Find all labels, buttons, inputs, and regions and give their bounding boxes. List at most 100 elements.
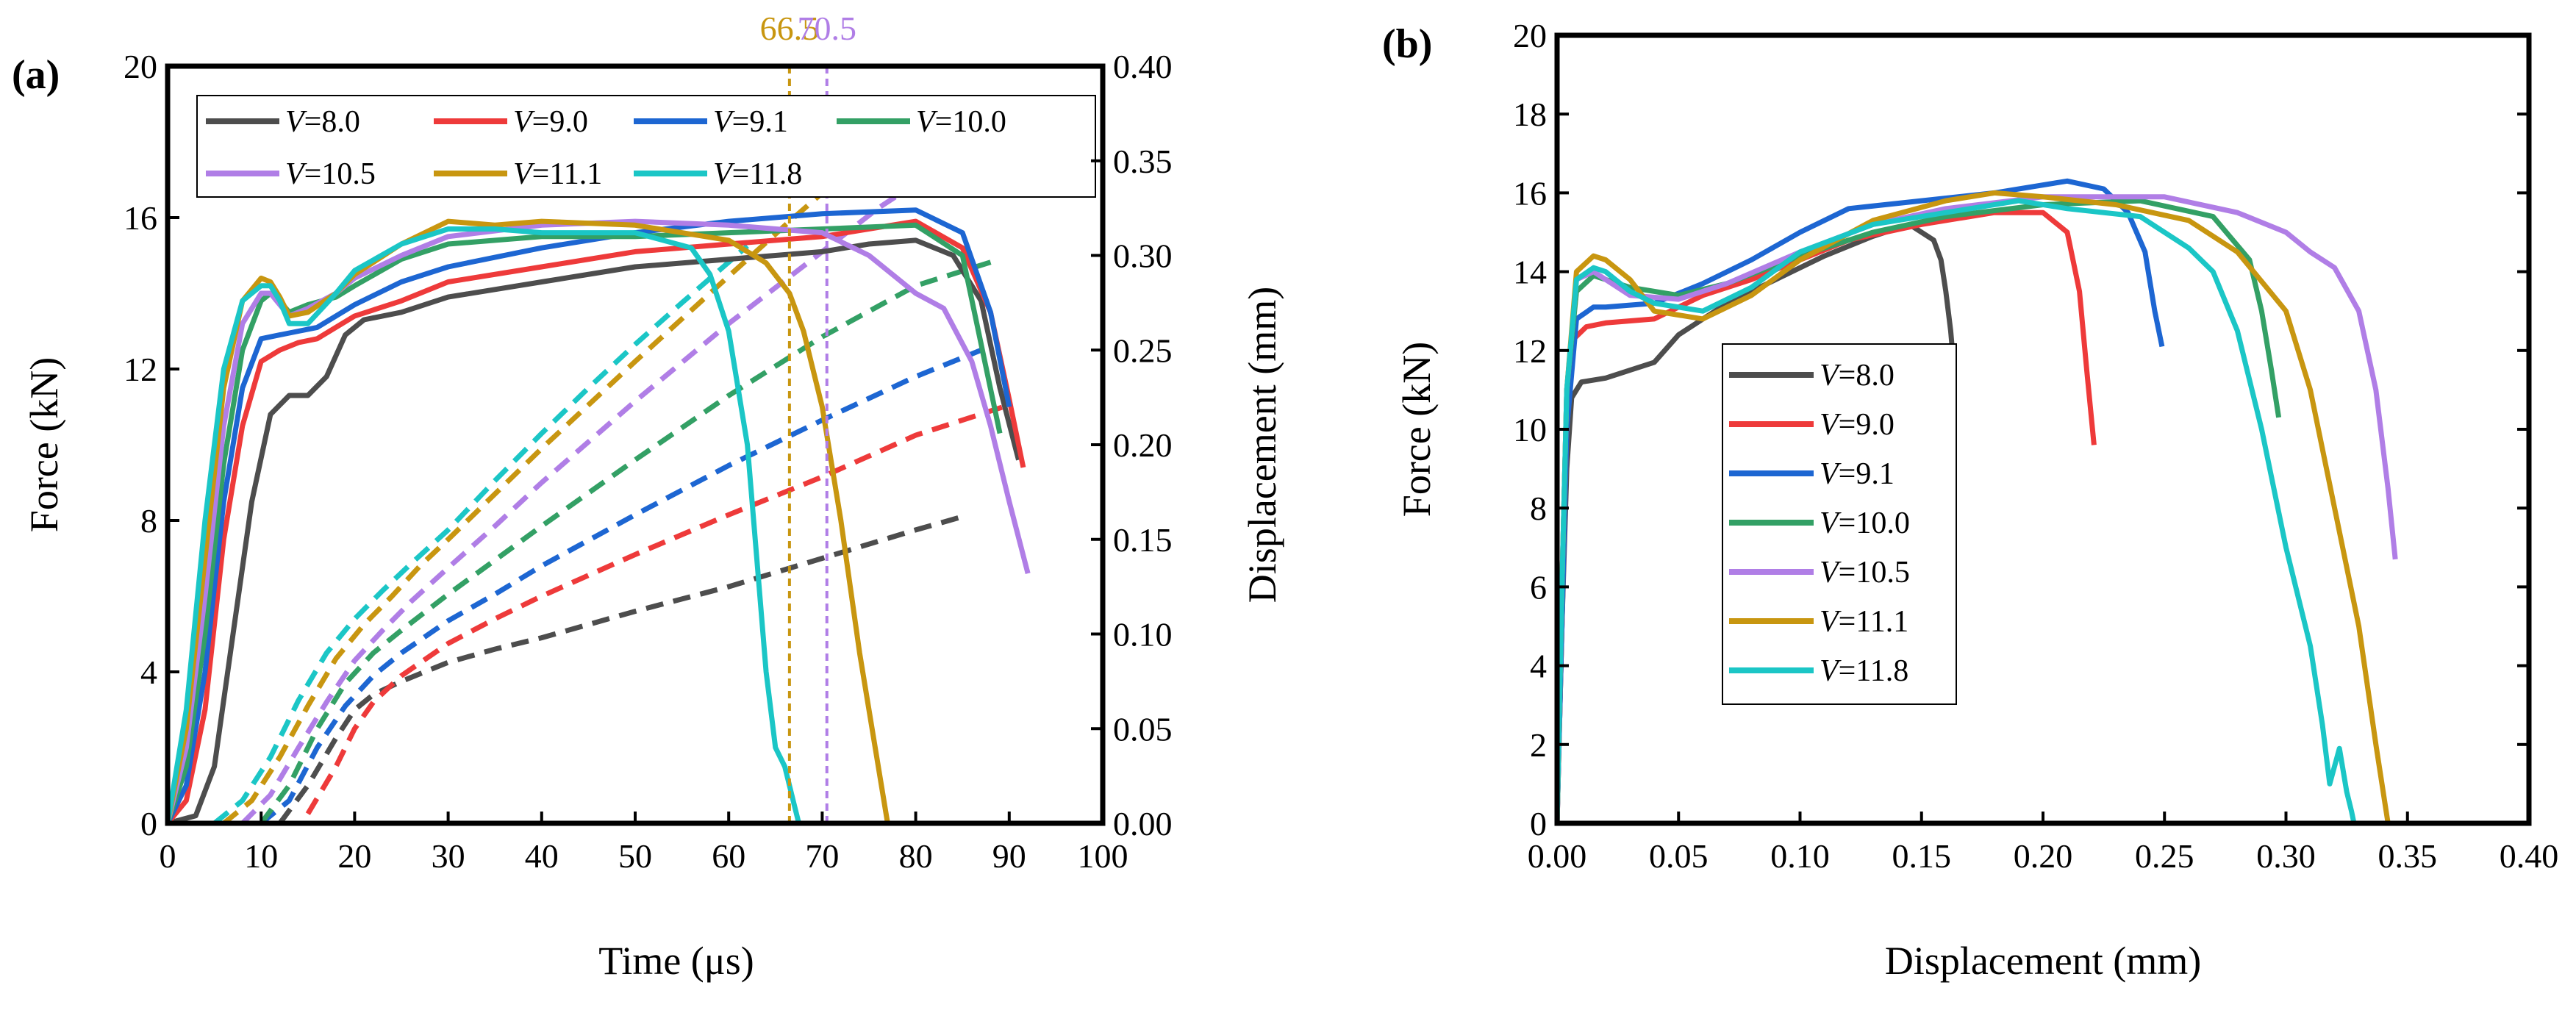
panel-a-axes: 0 10 20 30 40 50 60 70 80 90 100 0 4 8 12 16 20 0.00 0.05 0… (124, 48, 1173, 875)
displacement-line-v-9-1 (259, 348, 982, 825)
legend-value: =8.0 (304, 105, 360, 139)
legend-prefix: V (1820, 556, 1842, 590)
legend-value: =9.1 (1839, 457, 1895, 491)
panel-a-y2-tick-label: 0.00 (1113, 805, 1173, 842)
legend-value: =10.0 (935, 105, 1006, 139)
panel-a-y-tick-label: 8 (140, 502, 157, 540)
legend-prefix: V (285, 157, 307, 191)
panel-b-y-tick-label: 4 (1530, 648, 1547, 685)
panel-b-x-tick-label: 0.20 (2014, 837, 2073, 875)
panel-a-x-tick-label: 80 (899, 837, 933, 875)
legend-prefix: V (713, 105, 735, 139)
panel-b-legend: V=8.0V=9.0V=9.1V=10.0V=10.5V=11.1V=11.8 (1722, 343, 1957, 705)
legend-value: =8.0 (1839, 359, 1895, 393)
legend-prefix: V (1820, 506, 1842, 540)
force-line-v-9-1 (165, 207, 1012, 825)
legend-label-v-8-0: V=8.0 (1820, 359, 1895, 393)
panel-a-label: (a) (12, 52, 60, 98)
panel-a-y2-tick-label: 0.15 (1113, 521, 1173, 559)
displacement-line-v-10-5 (240, 181, 917, 825)
displacement-line-v-11-1 (222, 166, 852, 825)
panel-b-x-tick-label: 0.00 (1528, 837, 1587, 875)
force-line-v-11-1 (165, 218, 890, 824)
panel-b-y-tick-label: 16 (1513, 174, 1547, 212)
legend-label-v-10-5: V=10.5 (285, 157, 376, 191)
panel-b-x-tick-label: 0.40 (2500, 837, 2559, 875)
legend-label-v-11-1: V=11.1 (513, 157, 602, 191)
panel-b-y-tick-label: 18 (1513, 96, 1547, 133)
legend-label-v-10-0: V=10.0 (916, 105, 1006, 139)
force-displacement-line-v-9-1 (1554, 178, 2165, 824)
legend-prefix: V (1820, 408, 1842, 442)
panel-b-y-tick-label: 20 (1513, 17, 1547, 54)
legend-label-v-11-8: V=11.8 (1820, 654, 1908, 688)
panel-a-y-tick-label: 12 (124, 351, 157, 388)
force-line-v-9-0 (165, 218, 1026, 825)
panel-a-x-tick-label: 70 (805, 837, 839, 875)
panel-b-y-tick-label: 2 (1530, 726, 1547, 764)
panel-b-y-tick-label: 12 (1513, 332, 1547, 370)
panel-a-y-axis-title: Force (kN) (22, 357, 66, 532)
legend-prefix: V (1820, 654, 1842, 688)
panel-a-y2-tick-label: 0.10 (1113, 616, 1173, 653)
panel-a-y2-tick-label: 0.20 (1113, 426, 1173, 464)
legend-value: =9.0 (1839, 408, 1895, 442)
panel-a-displacement-series (212, 166, 1010, 825)
panel-a-y-tick-label: 0 (140, 805, 157, 842)
displacement-line-v-10-0 (259, 257, 1001, 825)
displacement-line-v-8-0 (277, 514, 964, 825)
panel-a-legend-box (196, 95, 1096, 198)
panel-a-x-tick-label: 40 (525, 837, 559, 875)
legend-value: =11.1 (1839, 605, 1909, 639)
panel-a-y2-tick-label: 0.25 (1113, 332, 1173, 369)
displacement-line-v-9-0 (305, 402, 1010, 815)
panel-a-y2-tick-label: 0.30 (1113, 237, 1173, 275)
legend-value: =10.5 (304, 157, 376, 191)
force-displacement-line-v-11-8 (1554, 198, 2357, 824)
panel-a-x-tick-label: 20 (337, 837, 371, 875)
displacement-line-v-11-8 (212, 243, 749, 825)
panel-b-label: (b) (1382, 21, 1432, 67)
legend-label-v-11-1: V=11.1 (1820, 605, 1908, 639)
panel-b-x-axis-title: Displacement (mm) (1885, 939, 2201, 983)
legend-label-v-9-0: V=9.0 (1820, 408, 1895, 442)
panel-b-y-axis-title: Force (kN) (1395, 342, 1439, 517)
force-line-v-11-8 (165, 226, 801, 824)
legend-label-v-8-0: V=8.0 (285, 105, 360, 139)
force-line-v-8-0 (167, 237, 1021, 826)
panel-b-y-tick-label: 0 (1530, 805, 1547, 842)
legend-label-v-9-1: V=9.1 (713, 105, 788, 139)
panel-a-y-tick-label: 20 (124, 48, 157, 85)
force-line-v-10-5 (165, 218, 1031, 824)
panel-a-x-tick-label: 90 (992, 837, 1026, 875)
legend-prefix: V (513, 157, 535, 191)
legend-prefix: V (1820, 605, 1842, 639)
legend-value: =11.1 (532, 157, 603, 191)
legend-value: =9.1 (732, 105, 788, 139)
legend-label-v-11-8: V=11.8 (713, 157, 802, 191)
legend-label-v-10-0: V=10.0 (1820, 506, 1910, 540)
legend-label-v-9-1: V=9.1 (1820, 457, 1895, 491)
legend-value: =9.0 (532, 105, 588, 139)
panel-b-x-tick-label: 0.35 (2378, 837, 2438, 875)
legend-value: =10.5 (1839, 556, 1910, 590)
panel-b-x-tick-label: 0.05 (1649, 837, 1709, 875)
time-marker-label: 70.5 (798, 10, 857, 47)
legend-prefix: V (513, 105, 535, 139)
legend-prefix: V (1820, 359, 1842, 393)
panel-a-x-tick-label: 0 (160, 837, 176, 875)
panel-b-axes: 0.00 0.05 0.10 0.15 0.20 0.25 0.30 0.35 0.40 0 2 4 6… (1513, 17, 2558, 875)
legend-prefix: V (713, 157, 735, 191)
panel-b-y-tick-label: 6 (1530, 568, 1547, 606)
panel-a-y-tick-label: 4 (140, 653, 157, 691)
panel-a-x-axis-title: Time (μs) (598, 939, 754, 983)
legend-value: =10.0 (1839, 506, 1910, 540)
panel-a-y2-tick-label: 0.05 (1113, 710, 1173, 748)
panel-a-x-tick-label: 10 (244, 837, 278, 875)
legend-value: =11.8 (1839, 654, 1909, 688)
legend-prefix: V (285, 105, 307, 139)
panel-a-x-tick-label: 50 (618, 837, 652, 875)
panel-a: 66.570.5 V=8.0 V=9.0 V=9.1 V=10.0V=10.5 V=11… (12, 10, 1284, 983)
force-displacement-line-v-11-1 (1554, 190, 2391, 824)
